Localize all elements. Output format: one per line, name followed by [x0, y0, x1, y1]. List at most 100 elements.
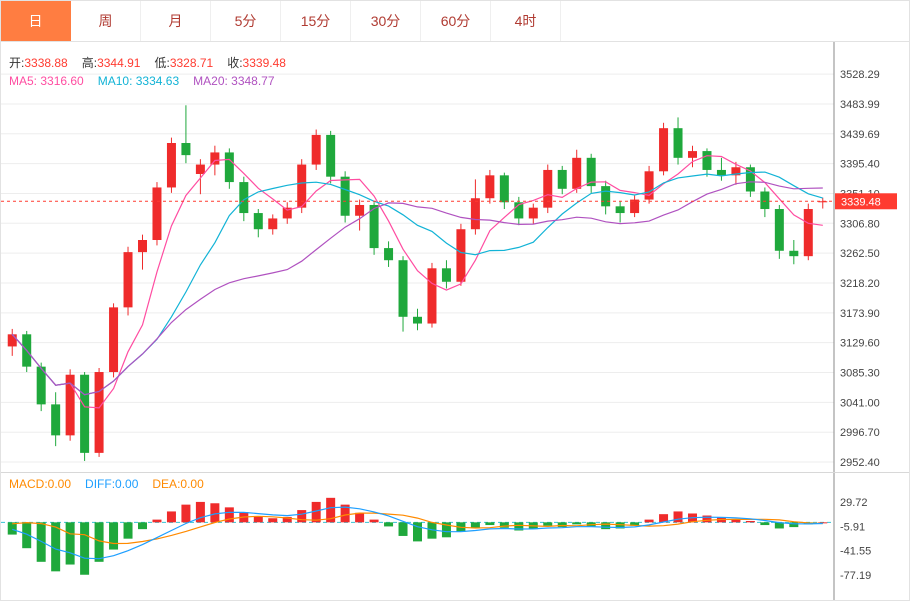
macd-hist-bar — [398, 522, 408, 536]
current-price-label: 3339.48 — [841, 196, 881, 208]
current-price-badge: 3339.48 — [835, 193, 897, 210]
ma-2: MA20: 3348.77 — [193, 74, 275, 88]
dea-line — [12, 512, 823, 545]
macd-hist-bar — [22, 522, 32, 549]
macd-hist-bar — [123, 522, 133, 539]
candle — [398, 256, 408, 332]
tab-5分[interactable]: 5分 — [211, 1, 281, 41]
macd-axis-label: -5.91 — [840, 521, 865, 533]
candle — [427, 262, 437, 328]
macd-hist-bar — [36, 522, 46, 562]
macd-hist-bar — [224, 507, 234, 523]
candle — [818, 197, 828, 209]
candle — [702, 148, 712, 177]
candle — [586, 153, 596, 193]
tab-周[interactable]: 周 — [71, 1, 141, 41]
candle — [543, 164, 553, 214]
candle — [224, 148, 234, 189]
macd-hist-bar — [51, 522, 61, 572]
macd-hist-bar — [181, 504, 191, 523]
tab-日[interactable]: 日 — [1, 1, 71, 41]
ma5-line — [11, 155, 823, 409]
candle — [601, 180, 611, 215]
macd-hist-bar — [195, 501, 205, 523]
candle — [456, 223, 466, 286]
price-axis-label: 3041.00 — [840, 397, 880, 409]
macd-panel: MACD:0.00 DIFF:0.00 DEA:0.00 29.72 -5.91 -41… — [1, 472, 910, 601]
price-axis-label: 3085.30 — [840, 368, 880, 380]
tab-月[interactable]: 月 — [141, 1, 211, 41]
price-axis-label: 3129.60 — [840, 338, 880, 350]
macd-hist-bar — [630, 522, 640, 526]
macd-hist-bar — [340, 504, 350, 523]
macd-hist-bar — [702, 515, 712, 523]
tab-15分[interactable]: 15分 — [281, 1, 351, 41]
macd-hist-bar — [601, 522, 611, 530]
macd-0: MACD:0.00 — [9, 477, 72, 491]
macd-hist-bar — [166, 511, 176, 523]
candle — [94, 367, 104, 457]
macd-hist-bar — [543, 522, 553, 526]
price-axis-label: 3439.69 — [840, 129, 880, 141]
macd-hist-bar — [499, 522, 509, 528]
macd-hist-bar — [774, 522, 784, 529]
macd-1: DIFF:0.00 — [85, 477, 139, 491]
period-tabbar: 日周月 5分 15分 30分 60分 4时 — [1, 1, 909, 42]
candle — [557, 165, 567, 195]
tab-30分[interactable]: 30分 — [351, 1, 421, 41]
macd-hist-bar — [65, 522, 75, 565]
candle — [65, 369, 75, 441]
candle — [803, 203, 813, 261]
candle — [413, 308, 422, 331]
tab-60分[interactable]: 60分 — [421, 1, 491, 41]
candle — [22, 330, 32, 373]
macd-hist-bar — [760, 522, 770, 526]
macd-hist-bar — [673, 511, 683, 523]
macd-hist-bar — [485, 522, 495, 526]
macd-2: DEA:0.00 — [152, 477, 204, 491]
price-axis-label: 2952.40 — [840, 457, 880, 469]
candle — [340, 171, 350, 223]
macd-hist-bar — [441, 522, 451, 538]
ma-0: MA5: 3316.60 — [9, 74, 84, 88]
macd-axis-label: -77.19 — [840, 570, 871, 582]
macd-hist-bar — [109, 522, 119, 550]
price-chart[interactable]: 3528.293483.993439.693395.403351.103306.… — [1, 42, 910, 472]
tab-4时[interactable]: 4时 — [491, 1, 561, 41]
macd-hist-bar — [210, 503, 220, 523]
candle — [268, 214, 278, 235]
price-axis-label: 2996.70 — [840, 427, 880, 439]
candle — [282, 202, 292, 224]
candle — [311, 129, 321, 170]
macd-hist-bar — [413, 522, 422, 542]
candle — [644, 165, 654, 204]
macd-hist-bar — [152, 519, 162, 523]
candle — [152, 182, 162, 246]
candle — [195, 159, 205, 195]
candle — [485, 169, 495, 204]
macd-hist-bar — [818, 522, 828, 524]
candle — [760, 187, 770, 218]
price-axis-label: 3173.90 — [840, 308, 880, 320]
macd-hist-bar — [427, 522, 437, 539]
candle — [7, 328, 17, 356]
macd-hist-bar — [615, 522, 625, 529]
macd-hist-bar — [80, 522, 90, 575]
candle — [745, 164, 755, 197]
candle — [499, 172, 509, 210]
macd-hist-bar — [644, 519, 654, 523]
ma20-line — [11, 181, 823, 396]
candle — [109, 303, 119, 378]
candle — [36, 362, 46, 412]
candle — [528, 203, 538, 224]
macd-info-row: MACD:0.00 DIFF:0.00 DEA:0.00 — [9, 477, 218, 491]
macd-hist-bar — [789, 522, 799, 528]
macd-hist-bar — [268, 518, 278, 523]
macd-axis-label: -41.55 — [840, 546, 871, 558]
macd-hist-bar — [311, 501, 321, 523]
candle — [166, 137, 176, 193]
macd-hist-bar — [355, 512, 365, 523]
macd-hist-bar — [253, 516, 263, 523]
macd-chart[interactable]: 29.72 -5.91 -41.55 -77.19 — [1, 473, 910, 601]
